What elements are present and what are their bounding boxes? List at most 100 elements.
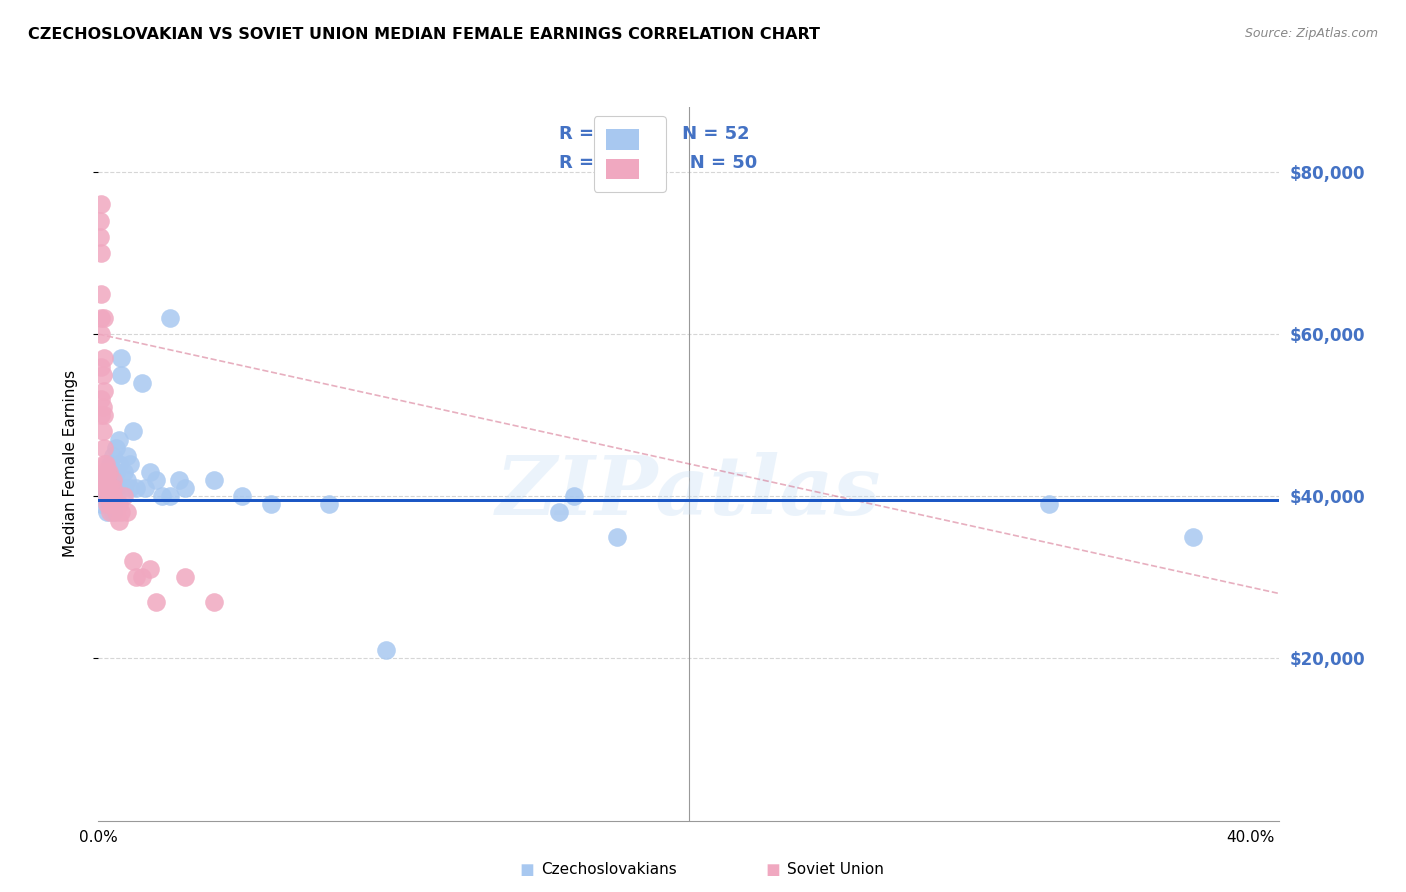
Point [101, 489, 124, 503]
Point [90, 481, 112, 495]
Text: ZIPatlas: ZIPatlas [496, 452, 882, 533]
Point [90, 359, 112, 374]
Point [104, 497, 127, 511]
Point [93, 473, 115, 487]
Point [231, 489, 253, 503]
Point [202, 595, 225, 609]
Point [93, 408, 115, 422]
Point [90, 327, 112, 342]
Point [115, 449, 138, 463]
Point [101, 497, 124, 511]
Text: R = -0.128    N = 50: R = -0.128 N = 50 [560, 153, 758, 171]
Point [101, 449, 124, 463]
Point [93, 310, 115, 325]
Point [96, 481, 118, 495]
Point [93, 384, 115, 398]
Point [93, 473, 115, 487]
Point [107, 514, 129, 528]
Point [96, 465, 118, 479]
Point [101, 481, 124, 495]
Point [134, 481, 156, 495]
Point [93, 351, 115, 366]
Point [96, 506, 118, 520]
Point [93, 489, 115, 503]
Legend: , : , [593, 116, 666, 192]
Point [318, 497, 340, 511]
Text: ◼: ◼ [765, 861, 780, 879]
Point [110, 368, 132, 382]
Point [90, 197, 112, 211]
Point [122, 425, 145, 439]
Text: Source: ZipAtlas.com: Source: ZipAtlas.com [1244, 27, 1378, 40]
Point [96, 473, 118, 487]
Point [115, 473, 138, 487]
Point [150, 489, 173, 503]
Point [93, 441, 115, 455]
Point [107, 433, 129, 447]
Point [98, 506, 121, 520]
Point [96, 489, 118, 503]
Point [112, 481, 135, 495]
Point [89, 213, 111, 227]
Point [97, 465, 120, 479]
Point [159, 489, 181, 503]
Text: Soviet Union: Soviet Union [787, 863, 884, 877]
Point [104, 481, 127, 495]
Point [101, 473, 124, 487]
Point [101, 465, 124, 479]
Point [125, 481, 148, 495]
Point [606, 530, 628, 544]
Point [98, 489, 121, 503]
Point [120, 457, 142, 471]
Point [112, 465, 135, 479]
Point [375, 643, 398, 657]
Point [91, 400, 114, 414]
Point [131, 570, 153, 584]
Point [101, 489, 124, 503]
Point [96, 465, 118, 479]
Point [90, 286, 112, 301]
Point [562, 489, 585, 503]
Text: R = 0.002    N = 52: R = 0.002 N = 52 [560, 125, 749, 143]
Point [173, 481, 195, 495]
Point [98, 457, 121, 471]
Point [145, 473, 167, 487]
Text: ◼: ◼ [519, 861, 534, 879]
Point [125, 570, 148, 584]
Point [139, 562, 162, 576]
Point [548, 506, 571, 520]
Point [90, 392, 112, 406]
Point [90, 497, 112, 511]
Point [107, 497, 129, 511]
Point [89, 229, 111, 244]
Point [104, 506, 127, 520]
Point [93, 481, 115, 495]
Point [1182, 530, 1205, 544]
Point [91, 425, 114, 439]
Point [93, 465, 115, 479]
Point [98, 497, 121, 511]
Point [159, 310, 181, 325]
Point [96, 497, 118, 511]
Point [90, 310, 112, 325]
Point [107, 457, 129, 471]
Point [98, 481, 121, 495]
Point [98, 481, 121, 495]
Point [110, 351, 132, 366]
Point [202, 473, 225, 487]
Point [96, 481, 118, 495]
Point [173, 570, 195, 584]
Point [112, 489, 135, 503]
Point [110, 506, 132, 520]
Text: Czechoslovakians: Czechoslovakians [541, 863, 678, 877]
Point [94, 457, 117, 471]
Point [120, 481, 142, 495]
Point [260, 497, 283, 511]
Point [96, 489, 118, 503]
Point [90, 408, 112, 422]
Point [139, 465, 162, 479]
Point [1038, 497, 1060, 511]
Point [145, 595, 167, 609]
Point [98, 473, 121, 487]
Point [90, 246, 112, 260]
